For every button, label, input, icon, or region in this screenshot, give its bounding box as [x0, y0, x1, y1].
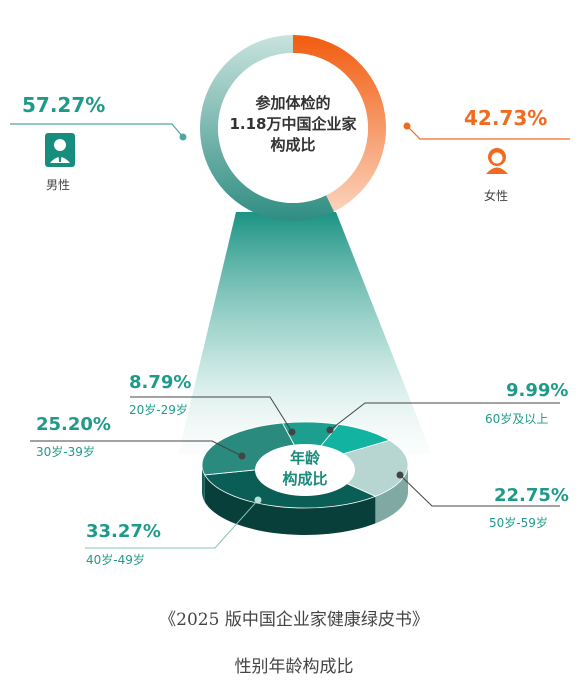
female-leader-dot — [403, 122, 411, 130]
leader-line-30-39 — [30, 440, 243, 457]
pie-center-title: 年龄构成比 — [282, 449, 327, 488]
male-leader-line — [10, 123, 184, 138]
leader-dot-30-39 — [238, 452, 246, 460]
donut-slice-male — [200, 35, 335, 221]
age-pct-30-39: 25.20% — [36, 414, 111, 435]
leader-line-50-59 — [399, 474, 560, 507]
female-percentage: 42.73% — [464, 106, 548, 130]
spotlight-beam — [178, 212, 432, 455]
leader-line-40-49 — [85, 499, 259, 549]
figure-title: 性别年龄构成比 — [234, 657, 354, 677]
age-range-30-39: 30岁-39岁 — [36, 445, 95, 459]
donut-slice-female — [293, 35, 387, 212]
gender-donut — [200, 35, 387, 221]
male-user-icon — [45, 133, 75, 167]
donut-center-title: 参加体检的 1.18万中国企业家构成比 — [229, 94, 356, 154]
leader-line-20-29 — [130, 396, 293, 433]
male-leader-dot — [179, 133, 187, 141]
female-user-icon — [486, 148, 508, 174]
age-pct-40-49: 33.27% — [86, 521, 161, 542]
age-range-40-49: 40岁-49岁 — [86, 553, 145, 567]
pie-slice-50-59 — [303, 439, 409, 497]
age-range-60plus: 60岁及以上 — [485, 412, 549, 426]
leader-dot-20-29 — [288, 428, 296, 436]
age-range-50-59: 50岁-59岁 — [489, 516, 548, 530]
male-label: 男性 — [46, 178, 71, 192]
female-label: 女性 — [484, 189, 509, 203]
leader-line-60plus — [329, 402, 560, 431]
male-percentage: 57.27% — [22, 93, 106, 117]
pie-slice-40-49-side — [204, 474, 376, 535]
age-range-20-29: 20岁-29岁 — [129, 403, 188, 417]
leader-dot-50-59 — [396, 471, 404, 479]
age-pct-50-59: 22.75% — [494, 485, 569, 506]
female-leader-line — [406, 125, 570, 140]
age-pct-20-29: 8.79% — [129, 372, 192, 393]
age-pct-60plus: 9.99% — [506, 380, 569, 401]
pie-slice-20-29 — [281, 421, 340, 466]
pie-slice-50-59-side — [375, 465, 408, 524]
leader-dot-40-49 — [254, 496, 262, 504]
source-caption: 《2025 版中国企业家健康绿皮书》 — [159, 610, 429, 630]
leader-dot-60plus — [326, 426, 334, 434]
